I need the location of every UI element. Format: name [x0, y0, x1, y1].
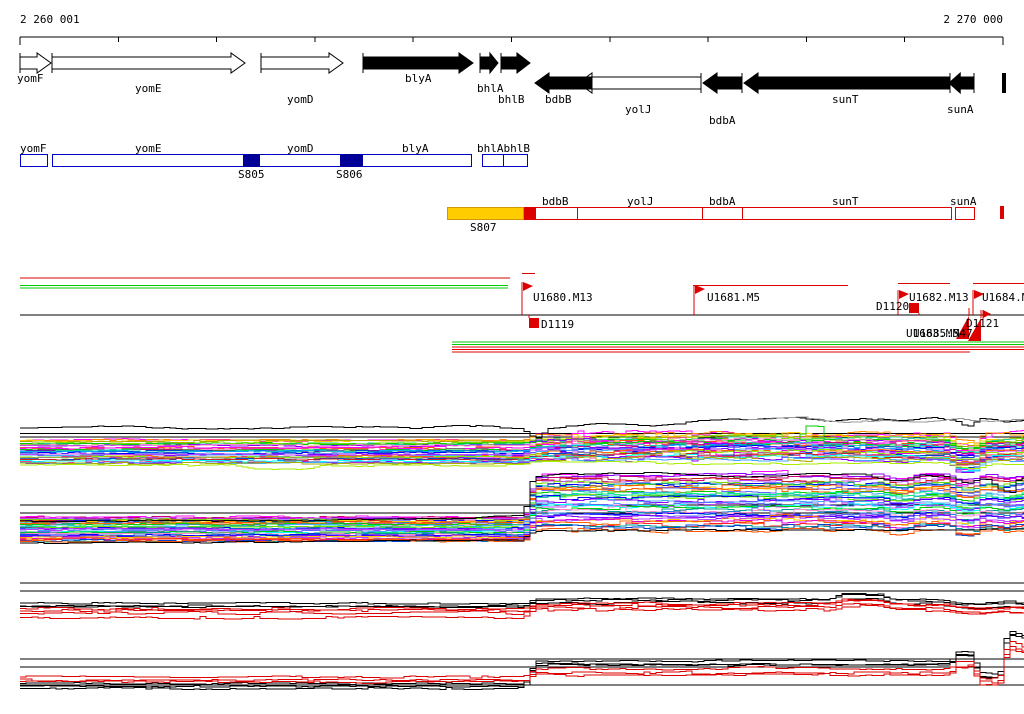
- gene-arrow-clipped[interactable]: [1002, 73, 1006, 93]
- probe-pennant-1[interactable]: [968, 318, 981, 341]
- profile-line-2-1-2: [20, 603, 1024, 615]
- segment-S807[interactable]: [447, 207, 524, 220]
- profile-envelope-0-2: [20, 461, 1024, 470]
- forward-track-box-2[interactable]: [482, 154, 528, 167]
- gene-label-yomF: yomF: [17, 72, 44, 85]
- probe-label-overlap-1: U1685.M47: [913, 327, 973, 340]
- forward-track-box-0[interactable]: [20, 154, 48, 167]
- profile-envelope-0-0: [20, 417, 1024, 439]
- probe-mini-flag[interactable]: [983, 310, 991, 318]
- gene-arrow-yomF[interactable]: [19, 52, 52, 74]
- gene-arrow-yomE[interactable]: [51, 52, 246, 74]
- gene-arrow-bhlA[interactable]: [479, 51, 499, 75]
- gene-label-bdbB: bdbB: [545, 93, 572, 106]
- reverse-track-divider: [742, 207, 743, 220]
- forward-track-divider: [503, 154, 504, 167]
- gene-label-yomE: yomE: [135, 82, 162, 95]
- profile-line-2-0-1: [20, 594, 1024, 608]
- profile-line-1-0-12: [20, 490, 1024, 526]
- profile-line-3-1-2: [20, 649, 1024, 686]
- reverse-track-label-sunA: sunA: [950, 195, 977, 208]
- probe-label-D1121: D1121: [966, 317, 1000, 330]
- gene-label-yolJ: yolJ: [625, 103, 652, 116]
- reverse-track-box-sunA[interactable]: [955, 207, 975, 220]
- probe-label-U1681.M5: U1681.M5: [707, 291, 760, 304]
- probe-label-D1119: D1119: [541, 318, 575, 331]
- probe-flag-U1682.M13[interactable]: [899, 290, 909, 299]
- segment-S805[interactable]: [243, 154, 260, 167]
- profile-line-3-0-2: [20, 635, 1024, 690]
- gene-label-bhlB: bhlB: [498, 93, 525, 106]
- reverse-track-end-tick: [1000, 206, 1004, 219]
- forward-track-box-1[interactable]: [52, 154, 472, 167]
- profile-line-1-0-33: [20, 514, 1024, 541]
- profile-envelope-0-1: [742, 416, 1024, 423]
- segment-label-S807: S807: [470, 221, 497, 234]
- gene-arrow-bhlB[interactable]: [500, 51, 531, 75]
- reverse-track-divider: [577, 207, 578, 220]
- reverse-track-red-segment[interactable]: [524, 207, 535, 220]
- profile-envelope-1-0: [20, 472, 1024, 522]
- probe-flag-D1119[interactable]: [529, 318, 539, 328]
- profile-line-3-1-1: [20, 646, 1024, 684]
- segment-label-S806: S806: [336, 168, 363, 181]
- profile-line-2-1-1: [20, 598, 1024, 613]
- probe-pennant-0[interactable]: [956, 316, 969, 339]
- gene-label-sunA: sunA: [947, 103, 974, 116]
- gene-arrow-bdbB[interactable]: [534, 72, 593, 94]
- segment-S806[interactable]: [340, 154, 363, 167]
- profile-line-2-0-0: [20, 593, 1024, 605]
- reverse-track-label-yolJ: yolJ: [627, 195, 654, 208]
- probe-flag-D1120[interactable]: [909, 303, 919, 313]
- gene-arrow-blyA[interactable]: [362, 52, 474, 74]
- gene-arrow-bdbA[interactable]: [702, 72, 743, 94]
- probe-flag-U1681.M5[interactable]: [695, 285, 705, 294]
- gene-label-sunT: sunT: [832, 93, 859, 106]
- profile-line-1-0-37: [20, 527, 1024, 543]
- forward-track-label-yomE: yomE: [135, 142, 162, 155]
- gene-arrow-sunT[interactable]: [743, 72, 951, 94]
- profile-line-0-0-28: [20, 453, 1024, 471]
- probe-label-overlap-0: U1683.M5: [906, 327, 959, 340]
- forward-track-label-blyA: blyA: [402, 142, 429, 155]
- forward-track-label-yomF: yomF: [20, 142, 47, 155]
- segment-label-S805: S805: [238, 168, 265, 181]
- gene-arrow-yomD[interactable]: [260, 52, 344, 74]
- profile-envelope-1-1: [20, 528, 1024, 544]
- gene-arrow-sunA[interactable]: [948, 71, 975, 95]
- gene-label-blyA: blyA: [405, 72, 432, 85]
- profile-line-1-0-9: [20, 484, 1024, 524]
- profile-line-2-1-3: [20, 604, 1024, 620]
- probe-label-U1684.M: U1684.M: [982, 291, 1024, 304]
- forward-track-label-bhlAbhlB: bhlAbhlB: [477, 142, 530, 155]
- profile-line-1-0-21: [20, 501, 1024, 533]
- reverse-track-label-bdbA: bdbA: [709, 195, 736, 208]
- profile-line-3-1-0: [20, 641, 1024, 680]
- gene-arrow-yolJ[interactable]: [577, 72, 702, 94]
- reverse-track-divider: [702, 207, 703, 220]
- ruler-start-label: 2 260 001: [20, 13, 80, 26]
- ruler-end-label: 2 270 000: [943, 13, 1003, 26]
- probe-flag-U1680.M13[interactable]: [523, 282, 533, 291]
- reverse-track-box[interactable]: [535, 207, 952, 220]
- profile-line-0-0-11: [20, 430, 1024, 454]
- probe-label-U1680.M13: U1680.M13: [533, 291, 593, 304]
- gene-label-bdbA: bdbA: [709, 114, 736, 127]
- probe-label-U1682.M13: U1682.M13: [909, 291, 969, 304]
- probe-flag-U1684.M[interactable]: [974, 290, 984, 299]
- reverse-track-label-sunT: sunT: [832, 195, 859, 208]
- gene-label-bhlA: bhlA: [477, 82, 504, 95]
- gene-label-yomD: yomD: [287, 93, 314, 106]
- probe-label-D1120: D1120: [876, 300, 910, 313]
- forward-track-label-yomD: yomD: [287, 142, 314, 155]
- profile-line-0-0-31: [20, 450, 1024, 465]
- reverse-track-label-bdbB: bdbB: [542, 195, 569, 208]
